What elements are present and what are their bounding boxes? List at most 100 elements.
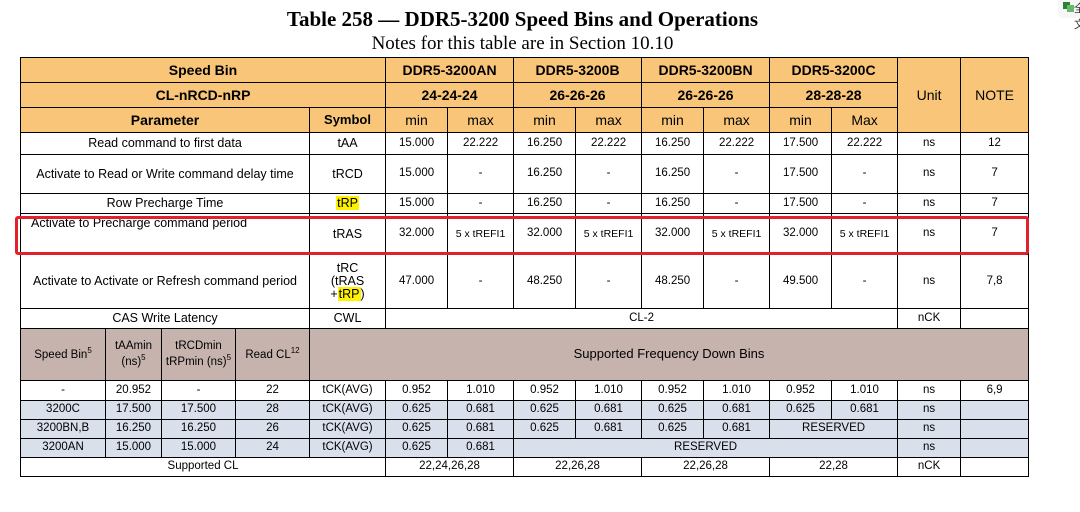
value-cell: - <box>447 254 515 309</box>
cell: 16.250 <box>161 419 236 439</box>
note-cell <box>960 308 1030 329</box>
cell: tCK(AVG) <box>308 400 387 420</box>
down-bin-row: - 20.952 - 22 tCK(AVG) 0.952 1.010 0.952… <box>20 380 1030 401</box>
cell: 17.500 <box>161 400 236 420</box>
translate-button[interactable]: 全文 <box>1058 0 1080 31</box>
value-cell: 0.952 <box>385 380 449 401</box>
value-cell: 22.222 <box>703 132 771 155</box>
translate-icon <box>1063 2 1074 12</box>
unit-cell: ns <box>897 132 962 155</box>
value-cell: 48.250 <box>641 254 705 309</box>
value-cell: 0.681 <box>831 400 899 420</box>
bin-name-3200b: DDR5-3200B <box>513 57 643 83</box>
table-row-tras: Activate to Precharge command period tRA… <box>20 213 1030 255</box>
value-cell: 5 x tREFI1 <box>703 213 771 255</box>
unit-header: Unit <box>897 57 962 133</box>
param-label: Activate to Precharge command period <box>20 213 310 255</box>
reserved-cell: RESERVED <box>513 438 899 458</box>
value-cell: 0.952 <box>769 380 833 401</box>
header-row-speed-bin: Speed Bin DDR5-3200AN DDR5-3200B DDR5-32… <box>19 57 1030 133</box>
value-cell: 5 x tREFI1 <box>447 213 515 255</box>
cwl-value: CL-2 <box>385 308 899 329</box>
value-cell: 0.681 <box>703 400 771 420</box>
value-cell: - <box>703 154 771 194</box>
value-cell: 22.222 <box>831 132 899 155</box>
header-text: tAAmin (ns) <box>114 339 153 368</box>
note-cell <box>960 400 1030 420</box>
value-cell: 16.250 <box>641 193 705 214</box>
unit-cell: ns <box>897 380 962 401</box>
note-cell: 7 <box>960 213 1030 255</box>
value-cell: 17.500 <box>769 193 833 214</box>
note-cell: 7 <box>960 154 1030 194</box>
bin-cl-3200c: 28-28-28 <box>769 82 899 108</box>
reserved-cell: RESERVED <box>769 419 899 439</box>
value-cell: 1.010 <box>447 380 515 401</box>
value-cell: 16.250 <box>513 193 577 214</box>
min-header: min <box>513 107 577 133</box>
header-text: tRCDmin tRPmin (ns) <box>165 339 227 368</box>
value-cell: 0.625 <box>513 400 577 420</box>
table-row-trp: Row Precharge Time tRP 15.000 - 16.250 -… <box>20 193 1030 214</box>
value-cell: 0.625 <box>513 419 577 439</box>
value-cell: - <box>703 193 771 214</box>
unit-cell: ns <box>897 254 962 309</box>
value-cell: 15.000 <box>385 154 449 194</box>
bin-name-3200bn: DDR5-3200BN <box>641 57 771 83</box>
value-cell: 0.952 <box>513 380 577 401</box>
max-header: Max <box>831 107 899 133</box>
cell: 15.000 <box>161 438 236 458</box>
value-cell: - <box>831 154 899 194</box>
bin-cl-3200bn: 26-26-26 <box>641 82 771 108</box>
symbol-cell: tRC (tRAS +tRP) <box>308 254 387 309</box>
cell: 28 <box>235 400 310 420</box>
cell: - <box>20 380 106 401</box>
value-cell: 5 x tREFI1 <box>575 213 643 255</box>
speed-bin-table: Speed Bin DDR5-3200AN DDR5-3200B DDR5-32… <box>19 57 1030 477</box>
table-row-trc: Activate to Activate or Refresh command … <box>20 254 1030 309</box>
speed-bin-header: Speed Bin <box>19 57 387 83</box>
value-cell: 48.250 <box>513 254 577 309</box>
symbol-header: Symbol <box>308 107 387 133</box>
value-cell: 47.000 <box>385 254 449 309</box>
supported-cl-label: Supported CL <box>19 457 387 477</box>
note-cell: 7 <box>960 193 1030 214</box>
value-cell: 15.000 <box>385 132 449 155</box>
value-cell: 0.681 <box>703 419 771 439</box>
header-row-cl: CL-nRCD-nRP 24-24-24 26-26-26 26-26-26 2… <box>19 82 1029 108</box>
translate-label: 全文 <box>1074 3 1080 31</box>
param-label: CAS Write Latency <box>20 308 310 329</box>
value-cell: 0.625 <box>641 400 705 420</box>
cell: 17.500 <box>105 400 162 420</box>
cell: 20.952 <box>105 380 162 401</box>
note-cell <box>960 419 1030 439</box>
value-cell: 32.000 <box>385 213 449 255</box>
value-cell: 22.222 <box>575 132 643 155</box>
value-cell: 0.681 <box>575 419 643 439</box>
symbol-cell: CWL <box>308 308 387 329</box>
down-bin-read-cl-header: Read CL12 <box>235 328 310 381</box>
header-sup: 5 <box>141 353 146 363</box>
value-cell: - <box>575 254 643 309</box>
supported-cl-value: 22,24,26,28 <box>385 457 515 477</box>
cell: 3200AN <box>20 438 106 458</box>
value-cell: 0.681 <box>447 419 515 439</box>
max-header: max <box>575 107 643 133</box>
cell: tCK(AVG) <box>308 419 387 439</box>
unit-cell: ns <box>897 400 962 420</box>
symbol-line: (tRAS <box>330 273 365 288</box>
min-header: min <box>641 107 705 133</box>
value-cell: 0.625 <box>385 438 449 458</box>
down-bin-row: 3200C 17.500 17.500 28 tCK(AVG) 0.625 0.… <box>20 400 1030 420</box>
cell: - <box>161 380 236 401</box>
down-bins-header-row: Speed Bin5 tAAmin (ns)5 tRCDmin tRPmin (… <box>20 328 1030 381</box>
header-sup: 5 <box>226 353 232 363</box>
value-cell: - <box>703 254 771 309</box>
supported-cl-row: Supported CL 22,24,26,28 22,26,28 22,26,… <box>19 457 1030 477</box>
param-label: Activate to Activate or Refresh command … <box>20 254 310 309</box>
symbol-cell: tRAS <box>308 213 387 255</box>
cell: 26 <box>235 419 310 439</box>
cell: 24 <box>235 438 310 458</box>
value-cell: 1.010 <box>831 380 899 401</box>
page-subtitle: Notes for this table are in Section 10.1… <box>371 33 674 54</box>
